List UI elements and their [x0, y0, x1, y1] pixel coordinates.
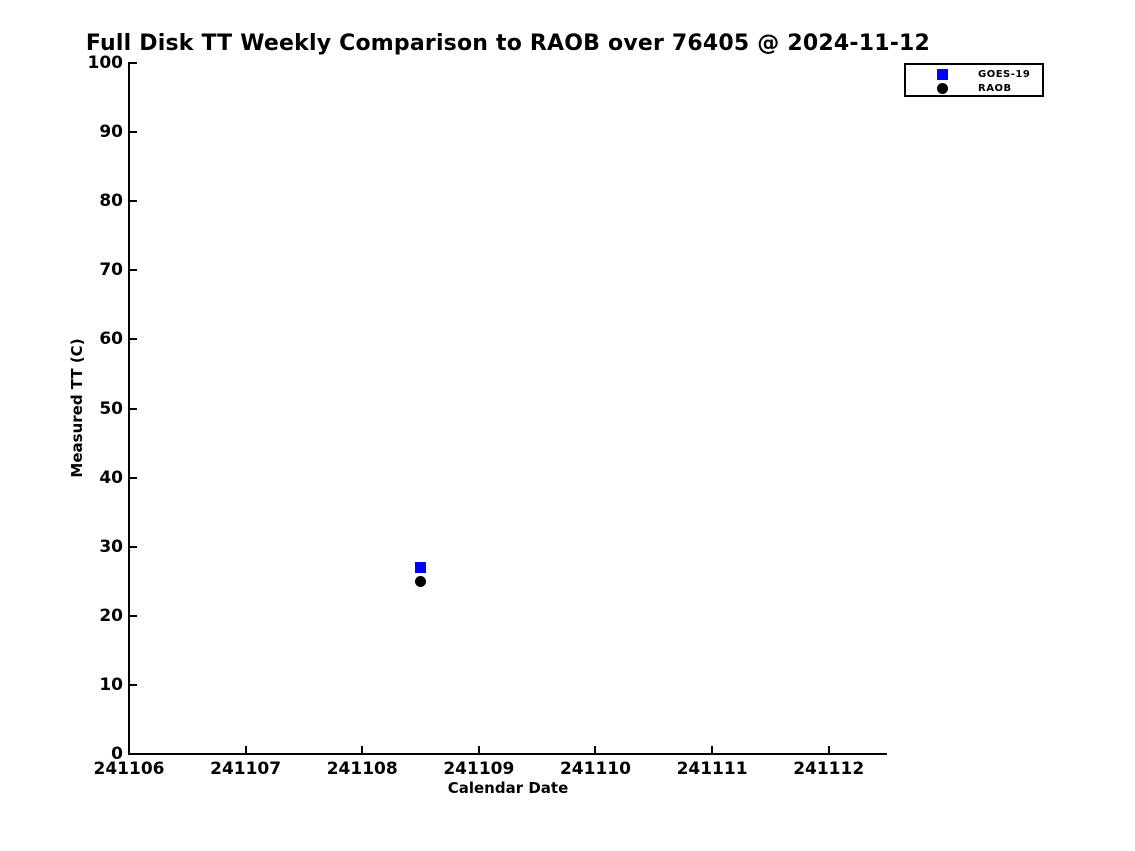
legend: GOES-19 RAOB: [904, 63, 1044, 97]
legend-marker-circle-raob: [937, 82, 948, 94]
y-tick-label: 0: [111, 744, 123, 764]
y-tick: [129, 753, 137, 755]
x-tick-label: 241106: [93, 759, 165, 779]
y-tick-label: 10: [99, 674, 123, 695]
y-tick-label: 60: [99, 329, 123, 350]
x-tick-label: 241108: [326, 759, 398, 779]
y-tick: [129, 269, 137, 272]
legend-marker-square-goes-19: [937, 68, 948, 80]
y-tick-label: 70: [99, 260, 123, 281]
y-tick: [129, 338, 137, 341]
y-tick: [129, 200, 137, 203]
x-tick-label: 241110: [559, 759, 631, 779]
x-tick: [244, 746, 247, 754]
y-tick-label: 80: [99, 191, 123, 212]
data-point-goes-19: [415, 561, 427, 573]
y-tick-label: 100: [87, 53, 124, 73]
x-tick: [827, 746, 830, 754]
legend-item-goes-19: GOES-19: [906, 67, 1042, 81]
y-tick: [129, 476, 137, 479]
x-tick: [477, 746, 480, 754]
legend-item-raob: RAOB: [906, 81, 1042, 95]
y-tick-label: 20: [99, 605, 123, 626]
data-point-raob: [415, 575, 427, 587]
x-tick-label: 241107: [210, 759, 282, 779]
y-tick-label: 50: [99, 398, 123, 419]
y-tick: [129, 407, 137, 410]
y-tick-label: 90: [99, 122, 123, 143]
x-axis-spine: [128, 753, 887, 755]
y-tick: [129, 614, 137, 617]
y-tick: [129, 683, 137, 686]
x-tick-label: 241111: [676, 759, 748, 779]
x-tick: [594, 746, 597, 754]
x-tick-label: 241109: [443, 759, 515, 779]
legend-label: RAOB: [978, 82, 1012, 94]
x-axis-label: Calendar Date: [447, 779, 569, 797]
x-tick: [361, 746, 364, 754]
x-tick-label: 241112: [793, 759, 865, 779]
x-tick: [711, 746, 714, 754]
y-tick: [129, 62, 137, 64]
y-tick-label: 40: [99, 467, 123, 488]
y-tick-label: 30: [99, 536, 123, 557]
y-tick: [129, 545, 137, 548]
x-tick: [128, 746, 130, 754]
chart-title: Full Disk TT Weekly Comparison to RAOB o…: [85, 31, 931, 56]
y-tick: [129, 131, 137, 134]
legend-label: GOES-19: [978, 68, 1031, 80]
